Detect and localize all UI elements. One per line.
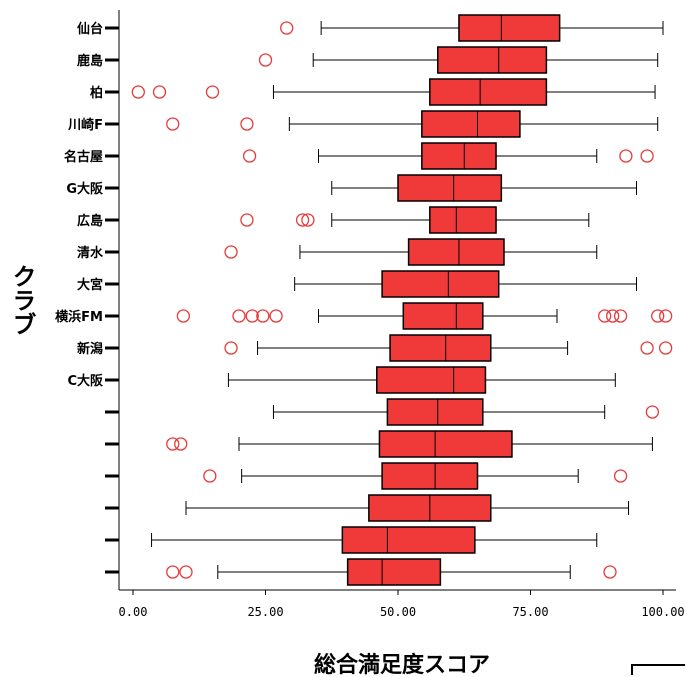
x-tick-label: 0.00 (119, 605, 148, 619)
outlier-point (301, 213, 315, 227)
outlier-point (613, 469, 628, 483)
outlier-point (131, 85, 145, 99)
box (429, 78, 548, 106)
x-axis-title: 総合満足度スコア (314, 652, 490, 677)
outlier-point (152, 85, 167, 99)
box (378, 430, 513, 458)
outlier-point (295, 213, 310, 227)
outlier-point (166, 565, 180, 579)
outlier-point (205, 85, 220, 99)
box (386, 398, 484, 426)
y-axis-title: クラブ (8, 264, 36, 336)
category-label: 大宮 (77, 277, 103, 293)
x-tick-label: 50.00 (380, 605, 416, 619)
outlier-point (224, 341, 238, 355)
outlier-point (651, 309, 665, 323)
outlier-point (166, 437, 180, 451)
outlier-point (659, 309, 673, 323)
outlier-point (245, 309, 259, 323)
category-label: G大阪 (66, 181, 104, 197)
box (458, 14, 561, 42)
box (397, 174, 503, 202)
category-label: 川崎F (67, 117, 103, 133)
box (389, 334, 492, 362)
outlier-point (240, 117, 254, 131)
outlier-point (619, 149, 633, 163)
box (341, 526, 476, 554)
corner-marker (631, 664, 685, 675)
category-label: 広島 (77, 213, 103, 229)
category-label: C大阪 (67, 373, 104, 389)
category-label: 新潟 (77, 341, 103, 357)
box (429, 206, 497, 234)
box (421, 142, 497, 170)
outlier-point (645, 405, 660, 419)
outlier-point (280, 21, 294, 35)
category-label: 柏 (90, 85, 103, 101)
outlier-point (640, 341, 654, 355)
outlier-point (166, 117, 180, 131)
box (421, 110, 521, 138)
box (376, 366, 487, 394)
outlier-point (203, 469, 217, 483)
outlier-point (232, 309, 246, 323)
outlier-point (613, 309, 628, 323)
box (346, 558, 442, 586)
category-label: 仙台 (77, 21, 103, 37)
outlier-point (598, 309, 612, 323)
category-label: 清水 (77, 245, 104, 261)
category-label: 横浜FM (55, 309, 103, 325)
outlier-point (176, 309, 191, 323)
outlier-point (240, 213, 254, 227)
x-tick-label: 75.00 (512, 605, 548, 619)
outlier-point (242, 149, 257, 163)
category-label: 鹿島 (77, 53, 103, 69)
outlier-point (603, 565, 617, 579)
box (381, 270, 500, 298)
box (402, 302, 484, 330)
outlier-point (179, 565, 193, 579)
box (437, 46, 548, 74)
x-tick-label: 25.00 (247, 605, 283, 619)
outlier-point (258, 53, 273, 67)
box (407, 238, 505, 266)
outlier-point (640, 149, 654, 163)
x-tick-label: 100.00 (641, 605, 684, 619)
outlier-point (256, 309, 270, 323)
category-label: 名古屋 (64, 149, 103, 165)
outlier-point (606, 309, 620, 323)
outlier-point (269, 309, 283, 323)
outlier-point (659, 341, 673, 355)
box (381, 462, 479, 490)
outlier-point (174, 437, 188, 451)
outlier-point (224, 245, 238, 259)
